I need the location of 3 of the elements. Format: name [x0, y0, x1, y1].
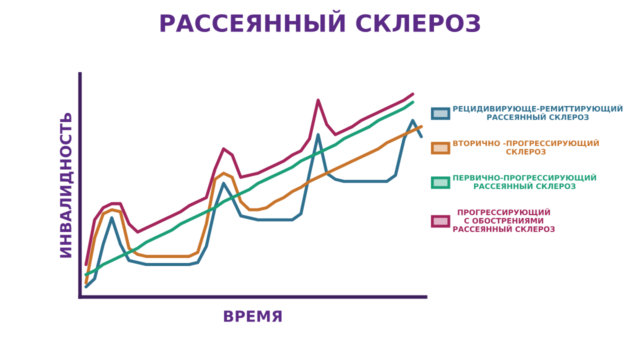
x-axis-title: ВРЕМЯ: [224, 310, 282, 322]
chart-title: РАССЕЯННЫЙ СКЛЕРОЗ: [160, 10, 480, 32]
y-axis-title: ИНВАЛИДНОСТЬ: [60, 112, 74, 258]
